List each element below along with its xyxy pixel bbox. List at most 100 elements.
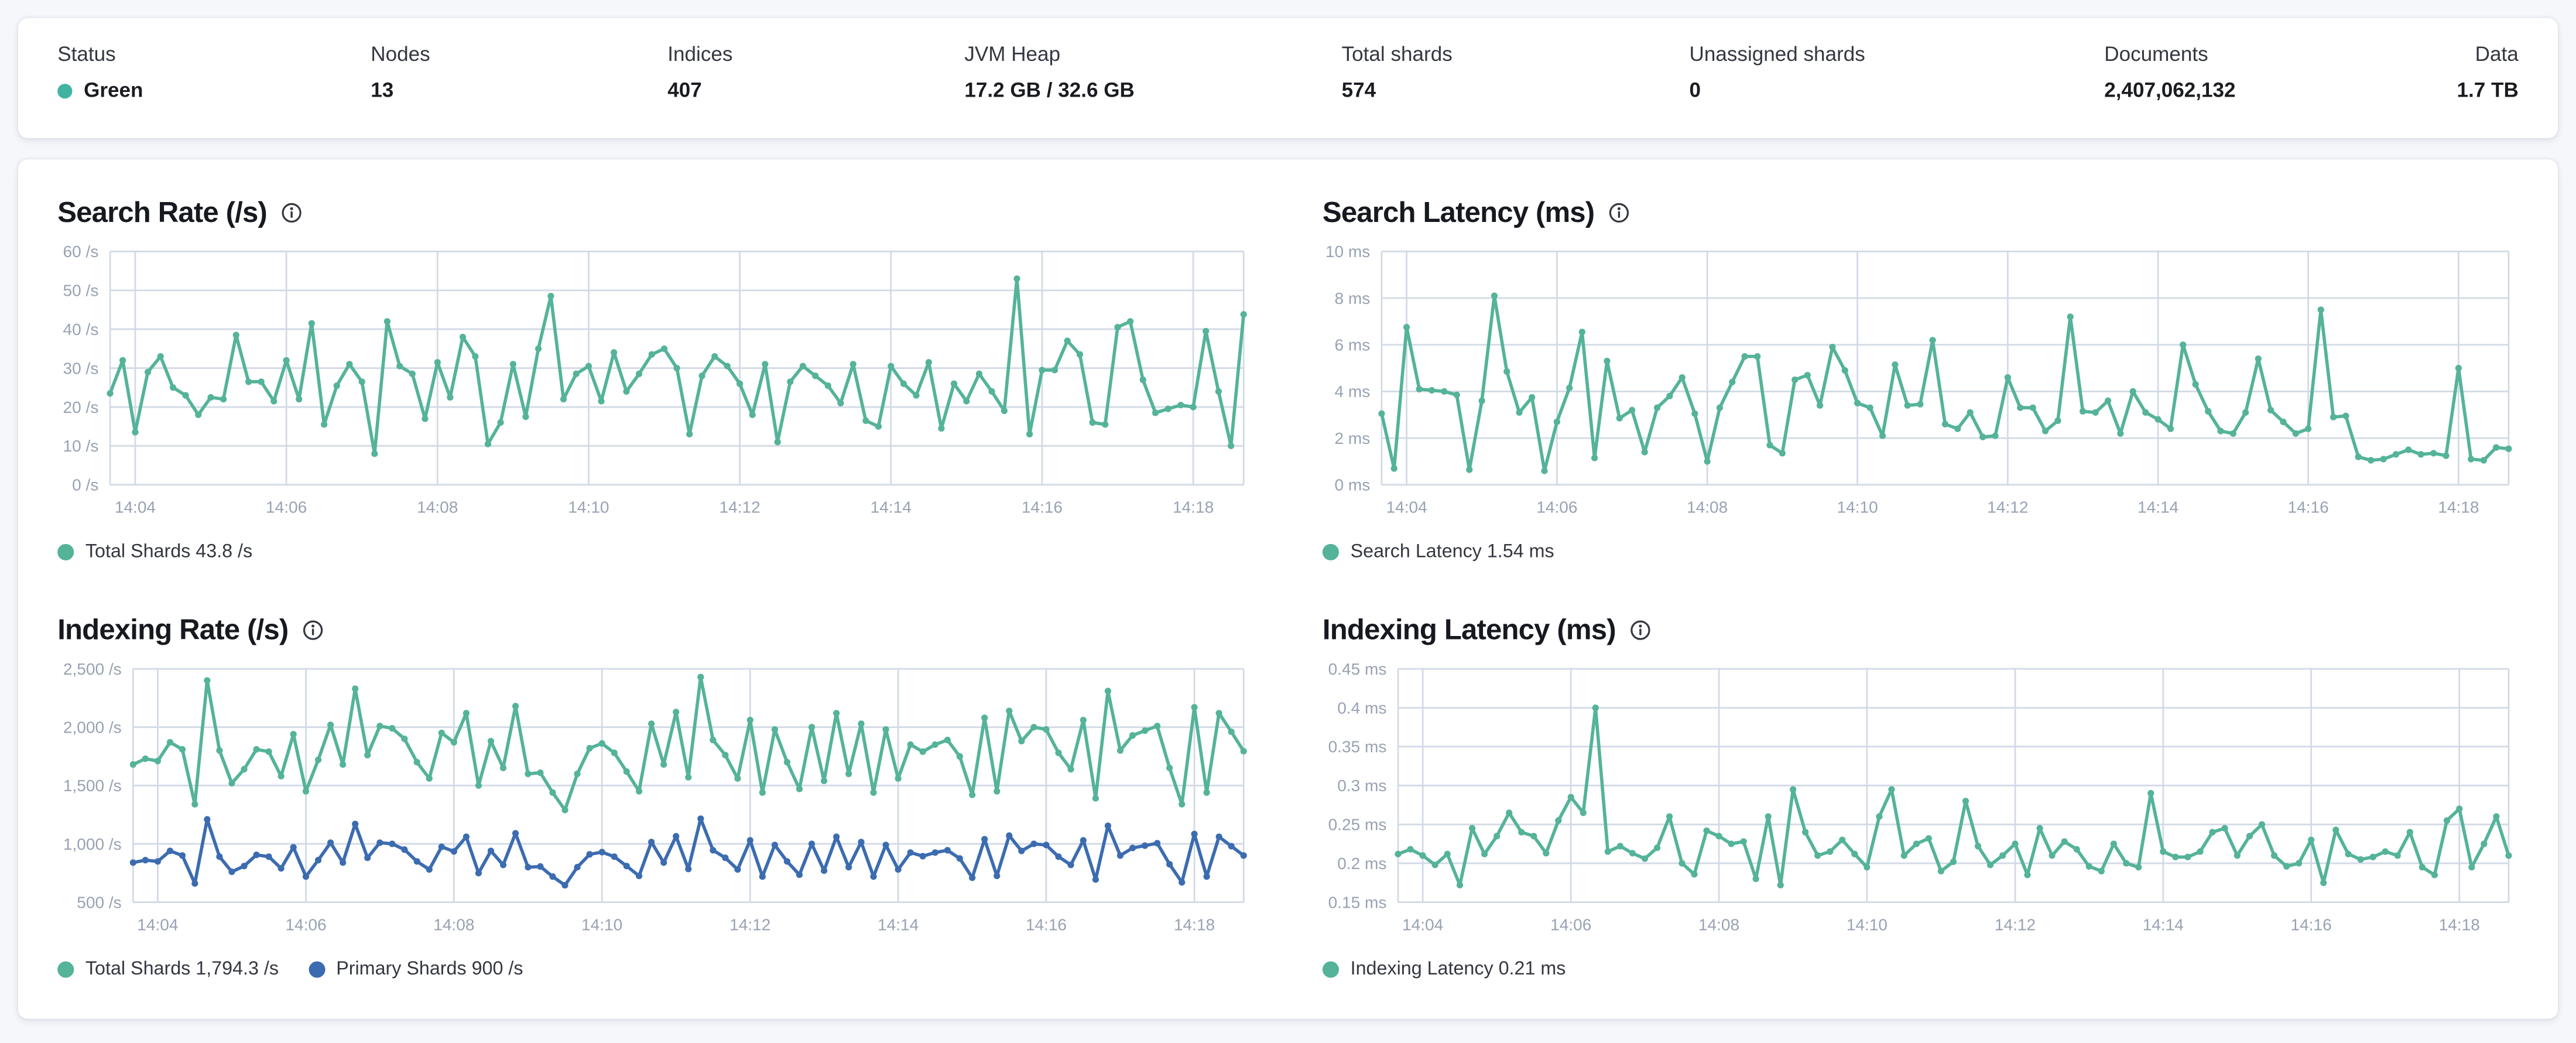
info-icon[interactable] [1630, 619, 1652, 640]
svg-text:60 /s: 60 /s [63, 242, 99, 261]
chart-search-latency-header: Search Latency (ms) [1323, 192, 2519, 231]
legend-dot-icon [1322, 961, 1339, 978]
svg-text:0 ms: 0 ms [1335, 476, 1371, 494]
svg-text:2,500 /s: 2,500 /s [63, 660, 122, 678]
chart-title: Indexing Rate (/s) [57, 613, 289, 646]
svg-text:0.25 ms: 0.25 ms [1328, 816, 1387, 834]
svg-text:2 ms: 2 ms [1335, 429, 1371, 447]
svg-text:14:06: 14:06 [285, 915, 326, 933]
svg-text:14:06: 14:06 [1550, 915, 1591, 933]
svg-text:1,500 /s: 1,500 /s [63, 777, 122, 795]
legend-item[interactable]: Indexing Latency 0.21 ms [1322, 955, 1566, 984]
legend-label: Search Latency 1.54 ms [1350, 542, 1554, 562]
legend-item[interactable]: Total Shards 43.8 /s [57, 538, 252, 567]
chart-search-rate-header: Search Rate (/s) [57, 192, 1253, 231]
stat-data: Data 1.7 TB [2457, 42, 2519, 102]
legend-dot-icon [308, 961, 325, 978]
svg-text:14:12: 14:12 [729, 915, 770, 933]
svg-text:14:10: 14:10 [1837, 498, 1878, 517]
legend-dot-icon [57, 543, 74, 560]
chart-indexing-latency-header: Indexing Latency (ms) [1323, 610, 2519, 649]
svg-text:14:04: 14:04 [1386, 498, 1427, 517]
legend-dot-icon [1322, 543, 1339, 560]
chart-title: Indexing Latency (ms) [1322, 613, 1616, 646]
indexing-rate-chart[interactable]: 500 /s 1,000 /s 1,500 /s 2,000 /s 2,500 /s 14… [57, 659, 1253, 942]
search-rate-chart[interactable]: 0 /s 10 /s 20 /s 30 /s 40 /s 50 /s 60 /s 14:04 1… [57, 241, 1253, 524]
info-icon[interactable] [303, 619, 324, 640]
svg-text:14:04: 14:04 [137, 915, 178, 933]
svg-text:14:10: 14:10 [1847, 915, 1888, 933]
svg-text:14:18: 14:18 [1174, 915, 1215, 933]
chart-legend: Total Shards 1,794.3 /s Primary Shards 9… [57, 955, 1253, 984]
legend-item[interactable]: Search Latency 1.54 ms [1322, 538, 1554, 567]
svg-text:0.2 ms: 0.2 ms [1337, 854, 1386, 873]
svg-text:30 /s: 30 /s [63, 359, 99, 377]
legend-item[interactable]: Total Shards 1,794.3 /s [57, 955, 279, 984]
svg-text:500 /s: 500 /s [77, 893, 121, 911]
info-icon[interactable] [282, 201, 303, 223]
stat-total-shards: Total shards 574 [1341, 42, 1453, 102]
svg-text:14:18: 14:18 [2439, 915, 2480, 933]
svg-text:2,000 /s: 2,000 /s [63, 719, 122, 737]
indexing-latency-chart[interactable]: 0.15 ms 0.2 ms 0.25 ms 0.3 ms 0.35 ms 0.4 ms 0… [1323, 659, 2519, 942]
info-icon[interactable] [1609, 201, 1630, 223]
chart-indexing-latency: Indexing Latency (ms) 0.15 ms 0.2 ms 0.25 … [1322, 610, 2519, 984]
svg-text:14:14: 14:14 [871, 498, 912, 517]
chart-legend: Total Shards 43.8 /s [57, 538, 1253, 567]
svg-text:14:16: 14:16 [2288, 498, 2329, 517]
svg-text:14:16: 14:16 [1022, 498, 1063, 517]
legend-label: Primary Shards 900 /s [336, 959, 523, 980]
svg-text:8 ms: 8 ms [1335, 289, 1371, 307]
legend-item[interactable]: Primary Shards 900 /s [308, 955, 523, 984]
svg-text:0.35 ms: 0.35 ms [1328, 738, 1387, 756]
chart-title: Search Latency (ms) [1322, 195, 1595, 229]
svg-text:14:08: 14:08 [433, 915, 474, 933]
svg-text:14:04: 14:04 [1402, 915, 1443, 933]
legend-label: Total Shards 43.8 /s [85, 542, 253, 562]
legend-label: Total Shards 1,794.3 /s [85, 959, 279, 980]
svg-text:14:12: 14:12 [1995, 915, 2036, 933]
svg-text:14:14: 14:14 [2143, 915, 2184, 933]
stat-status: Status Green [57, 41, 371, 104]
charts-grid: Search Rate (/s) 0 /s 10 /s 20 /s 30 /s 40 /… [57, 192, 2519, 984]
svg-text:14:18: 14:18 [1173, 498, 1214, 517]
stat-unassigned-shards: Unassigned shards 0 [1689, 42, 1865, 102]
svg-text:1,000 /s: 1,000 /s [63, 835, 122, 853]
svg-text:0.4 ms: 0.4 ms [1337, 699, 1386, 717]
chart-legend: Indexing Latency 0.21 ms [1322, 955, 2519, 984]
chart-search-rate: Search Rate (/s) 0 /s 10 /s 20 /s 30 /s 40 /… [57, 192, 1253, 567]
svg-text:0 /s: 0 /s [72, 476, 98, 494]
chart-title: Search Rate (/s) [57, 195, 268, 229]
chart-search-latency: Search Latency (ms) 0 ms 2 ms 4 ms 6 ms 8 ms… [1322, 192, 2519, 567]
svg-text:20 /s: 20 /s [63, 398, 99, 416]
svg-text:14:16: 14:16 [2291, 915, 2332, 933]
svg-text:14:04: 14:04 [115, 498, 156, 517]
svg-text:0.45 ms: 0.45 ms [1328, 660, 1387, 678]
chart-legend: Search Latency 1.54 ms [1322, 538, 2519, 567]
health-dot-icon [57, 83, 73, 98]
metrics-panel: Search Rate (/s) 0 /s 10 /s 20 /s 30 /s 40 /… [18, 159, 2558, 1019]
svg-text:14:14: 14:14 [878, 915, 919, 933]
svg-text:14:06: 14:06 [266, 498, 307, 517]
svg-text:0.15 ms: 0.15 ms [1328, 893, 1387, 911]
svg-text:14:16: 14:16 [1026, 915, 1067, 933]
search-latency-chart[interactable]: 0 ms 2 ms 4 ms 6 ms 8 ms 10 ms 14:04 14:06 14:08… [1323, 241, 2519, 524]
stat-nodes: Nodes 13 [371, 42, 430, 102]
svg-text:4 ms: 4 ms [1335, 382, 1371, 401]
svg-text:14:10: 14:10 [581, 915, 622, 933]
svg-text:10 /s: 10 /s [63, 437, 99, 455]
svg-text:0.3 ms: 0.3 ms [1337, 777, 1386, 795]
svg-text:14:18: 14:18 [2438, 498, 2479, 517]
cluster-status-bar: Status Green Nodes 13 Indices 407 JVM He… [18, 18, 2558, 138]
svg-text:10 ms: 10 ms [1325, 242, 1370, 261]
svg-text:14:10: 14:10 [568, 498, 609, 517]
svg-text:14:12: 14:12 [1987, 498, 2028, 517]
legend-label: Indexing Latency 0.21 ms [1350, 959, 1566, 980]
svg-text:40 /s: 40 /s [63, 320, 99, 338]
stat-documents: Documents 2,407,062,132 [2104, 42, 2236, 102]
svg-text:6 ms: 6 ms [1335, 336, 1371, 354]
svg-text:14:08: 14:08 [1687, 498, 1728, 517]
svg-text:14:12: 14:12 [720, 498, 761, 517]
chart-indexing-rate: Indexing Rate (/s) 500 /s 1,000 /s 1,500 /… [57, 610, 1253, 984]
